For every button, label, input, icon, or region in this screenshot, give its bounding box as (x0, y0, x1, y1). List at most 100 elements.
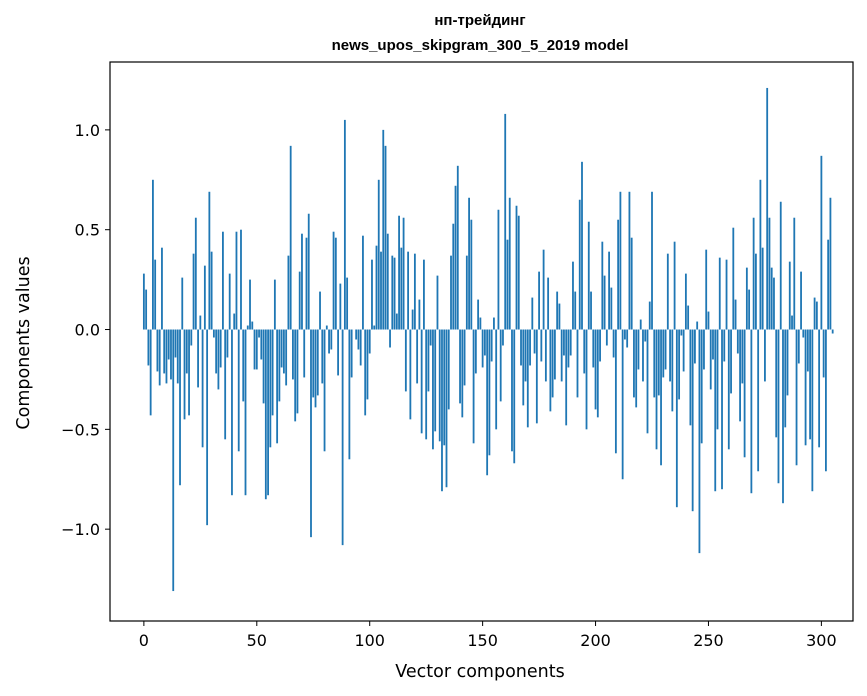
bar (316, 329, 319, 396)
bar (391, 255, 394, 330)
bar (768, 217, 771, 330)
bar (280, 329, 283, 368)
bar (619, 191, 622, 330)
bar (599, 329, 601, 362)
bar (624, 329, 626, 340)
bar (470, 219, 473, 330)
bar (759, 179, 762, 330)
bar (775, 329, 778, 438)
bar (206, 329, 209, 526)
bar (757, 329, 760, 472)
bar (201, 329, 204, 448)
bar (289, 145, 292, 330)
bar (630, 237, 633, 330)
bar (285, 329, 288, 386)
bar (506, 239, 509, 330)
bar (730, 329, 732, 394)
bar (538, 271, 540, 330)
bar (716, 329, 719, 430)
bar (307, 213, 310, 330)
bar (617, 219, 620, 330)
bar (504, 113, 507, 330)
bar (698, 329, 701, 554)
bar (705, 249, 708, 330)
bar (560, 329, 563, 382)
bar (375, 245, 378, 330)
bar (648, 301, 651, 330)
bar (197, 329, 199, 388)
bar (418, 299, 421, 330)
bar (669, 329, 671, 382)
bar (734, 299, 737, 330)
bar (314, 329, 317, 408)
bar (549, 329, 552, 412)
bar (384, 145, 387, 330)
bar (366, 329, 369, 400)
bar (608, 251, 610, 330)
bar (694, 329, 696, 364)
bar (784, 329, 787, 428)
bar (242, 329, 245, 402)
x-tick-label: 150 (467, 631, 498, 650)
bar (533, 329, 536, 354)
bar (493, 317, 495, 330)
bar (154, 259, 157, 330)
bar (517, 215, 520, 330)
bar (341, 329, 344, 546)
bar (142, 273, 145, 330)
bar (750, 329, 753, 494)
bar (687, 305, 690, 330)
bar (416, 329, 419, 384)
bar (662, 329, 665, 378)
bar (231, 329, 233, 496)
bar (312, 329, 315, 398)
bar (438, 329, 441, 442)
bar (682, 329, 685, 372)
bar (282, 329, 285, 374)
bar (398, 215, 400, 330)
bar (343, 119, 346, 330)
bar (192, 253, 195, 330)
bar (479, 317, 482, 330)
bar (165, 329, 168, 384)
y-axis-label: Components values (14, 256, 34, 429)
bar (782, 329, 784, 504)
bar (465, 255, 468, 330)
bar (741, 329, 744, 384)
bar (680, 329, 683, 336)
bar (684, 273, 687, 330)
bar (190, 329, 193, 346)
bar (425, 329, 428, 440)
bar (222, 231, 224, 330)
y-tick-label: 0.0 (75, 321, 100, 340)
bar (804, 329, 807, 446)
bar (461, 329, 464, 418)
bar (413, 253, 416, 330)
bar (194, 217, 197, 330)
bar (303, 329, 306, 378)
bar (673, 241, 676, 330)
bar (761, 247, 764, 330)
bar (450, 255, 452, 330)
bar (583, 329, 586, 374)
bar (436, 275, 439, 330)
bar (653, 329, 656, 398)
bar (612, 329, 615, 358)
bar (743, 329, 746, 458)
bar (529, 329, 531, 366)
bar (752, 217, 755, 330)
bar (515, 205, 518, 330)
bar (766, 87, 769, 330)
bar (240, 229, 242, 330)
bar (251, 321, 254, 330)
bar (181, 277, 184, 330)
y-tick-label: 0.5 (75, 221, 100, 240)
bar (553, 329, 556, 380)
x-tick-label: 50 (247, 631, 267, 650)
bar (621, 329, 624, 480)
bar (219, 329, 222, 368)
bar (185, 329, 188, 374)
bar (614, 329, 617, 454)
bar (646, 329, 649, 434)
bar (183, 329, 186, 420)
